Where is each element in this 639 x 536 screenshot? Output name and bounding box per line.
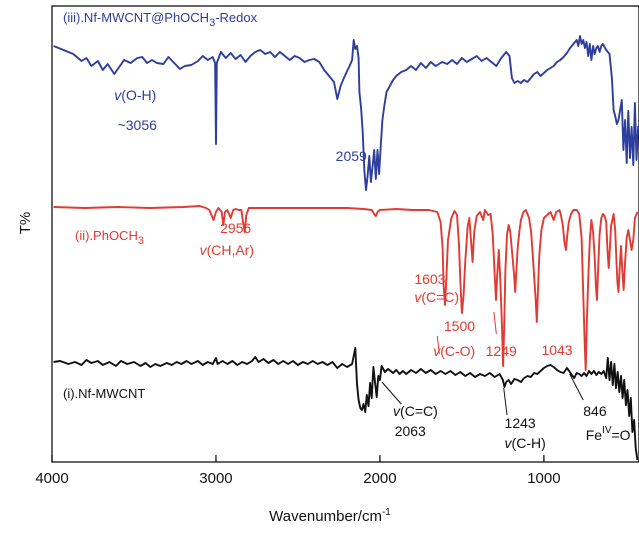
annotation-oh-wavenumber: ~3056 xyxy=(118,117,158,133)
annotation-oh-label: v(O-H) xyxy=(114,87,156,103)
annotation-cc-black-label: v(C=C) xyxy=(393,403,438,419)
annotation-ch-label: v(C-H) xyxy=(505,435,546,451)
annotation-peak-1243: 1243 xyxy=(505,415,536,431)
plot-area-frame xyxy=(51,5,639,463)
annotation-pointer-3 xyxy=(381,381,402,405)
annotation-pointer-5 xyxy=(569,373,584,401)
series-label-i-nf-mwcnt: (i).Nf-MWCNT xyxy=(63,386,145,401)
x-tick-label-2000: 2000 xyxy=(363,470,396,487)
series-label-ii-phoch3: (ii).PhOCH3 xyxy=(75,228,144,247)
annotation-pointer-1 xyxy=(436,335,440,355)
annotation-pointer-2 xyxy=(493,311,497,335)
annotation-peak-1043: 1043 xyxy=(541,342,572,358)
annotation-peak-1603: 1603 xyxy=(414,271,445,287)
x-axis-title-main: Wavenumber/cm xyxy=(269,508,382,525)
x-tick-label-3000: 3000 xyxy=(199,470,232,487)
annotation-peak-2059: 2059 xyxy=(336,148,367,164)
annotation-peak-2956: 2956 xyxy=(220,220,251,236)
annotation-cc-red-label: v(C=C) xyxy=(414,289,459,305)
series-line-ii-phoch3 xyxy=(53,205,639,371)
annotation-pointer-4 xyxy=(503,387,508,416)
series-line-iii-nf-mwcnt-phoch3-redox xyxy=(53,35,639,191)
x-tick-label-1000: 1000 xyxy=(527,470,560,487)
annotation-feo-label: FeIV=O xyxy=(586,425,631,443)
series-layer: (iii).Nf-MWCNT@PhOCH3-Redox (ii).PhOCH3 (i… xyxy=(53,10,639,461)
x-axis: 4000 3000 2000 1000 xyxy=(35,455,561,487)
x-axis-title: Wavenumber/cm-1 xyxy=(269,507,391,525)
y-axis-title: T% xyxy=(17,212,34,235)
series-label-iii-nf-mwcnt-phoch3-redox: (iii).Nf-MWCNT@PhOCH3-Redox xyxy=(63,10,258,29)
x-tick-label-4000: 4000 xyxy=(35,470,68,487)
series-line-i-nf-mwcnt xyxy=(53,347,639,461)
annotation-peak-2063: 2063 xyxy=(395,423,426,439)
pointer-layer xyxy=(381,311,584,416)
x-axis-title-superscript: -1 xyxy=(382,507,391,518)
annotation-peak-1249: 1249 xyxy=(486,343,517,359)
annotation-ch-ar-label: v(CH,Ar) xyxy=(200,242,254,258)
annotation-co-label: v(C-O) xyxy=(433,343,475,359)
annotation-peak-846: 846 xyxy=(583,403,607,419)
annotation-layer: v(O-H) ~3056 2059 2956 v(CH,Ar) 1603 v(C=C) 150… xyxy=(114,87,630,451)
annotation-peak-1500: 1500 xyxy=(444,318,475,334)
